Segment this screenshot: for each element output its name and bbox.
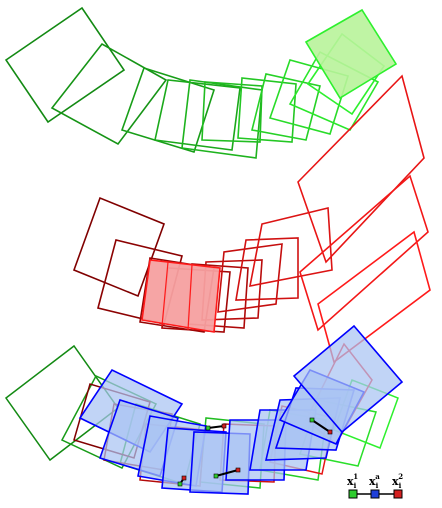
green-quad (181, 79, 263, 159)
correspondence-link (207, 425, 225, 429)
correspondence-link (311, 419, 331, 433)
red-quad (317, 230, 431, 364)
correspondence-link (215, 469, 239, 477)
legend-marker-x2 (393, 489, 403, 499)
panel-source-shapes (4, 6, 398, 159)
green-quad-highlight (304, 8, 398, 100)
legend: xi1 xia xi2 (347, 472, 403, 499)
legend-label-xa: xia (369, 472, 380, 490)
red-quad (235, 237, 299, 301)
correspondence-marker (309, 417, 315, 423)
legend-label-x2: xi2 (392, 472, 403, 490)
green-quad (201, 81, 263, 143)
legend-label-x1: xi1 (347, 472, 358, 490)
red-quad (217, 243, 283, 313)
correspondence-marker (235, 467, 241, 473)
green-quad (251, 73, 321, 141)
red-highlight-divider (161, 261, 169, 327)
correspondence-marker (205, 425, 211, 431)
green-quad (237, 77, 297, 143)
correspondence-marker (221, 423, 227, 429)
red-quad (248, 206, 333, 288)
red-quad (297, 74, 425, 264)
green-quad (4, 6, 126, 124)
green-quad (50, 42, 168, 146)
legend-marker-x1 (348, 489, 358, 499)
red-quad (72, 196, 166, 298)
correspondence-marker (213, 473, 219, 479)
red-quad-highlight (141, 259, 221, 333)
legend-marker-xa (370, 489, 380, 499)
red-highlight-divider (187, 264, 193, 331)
green-quad (288, 50, 380, 132)
correspondence-marker (181, 475, 187, 481)
blue-interpolated-quad (292, 324, 404, 434)
green-quad (120, 67, 216, 153)
correspondence-marker (327, 429, 333, 435)
correspondence-marker (177, 481, 183, 487)
red-quad (299, 174, 429, 332)
green-quad (154, 79, 241, 151)
panel-interpolated-shapes (4, 324, 404, 495)
panel-target-shapes (72, 74, 431, 364)
